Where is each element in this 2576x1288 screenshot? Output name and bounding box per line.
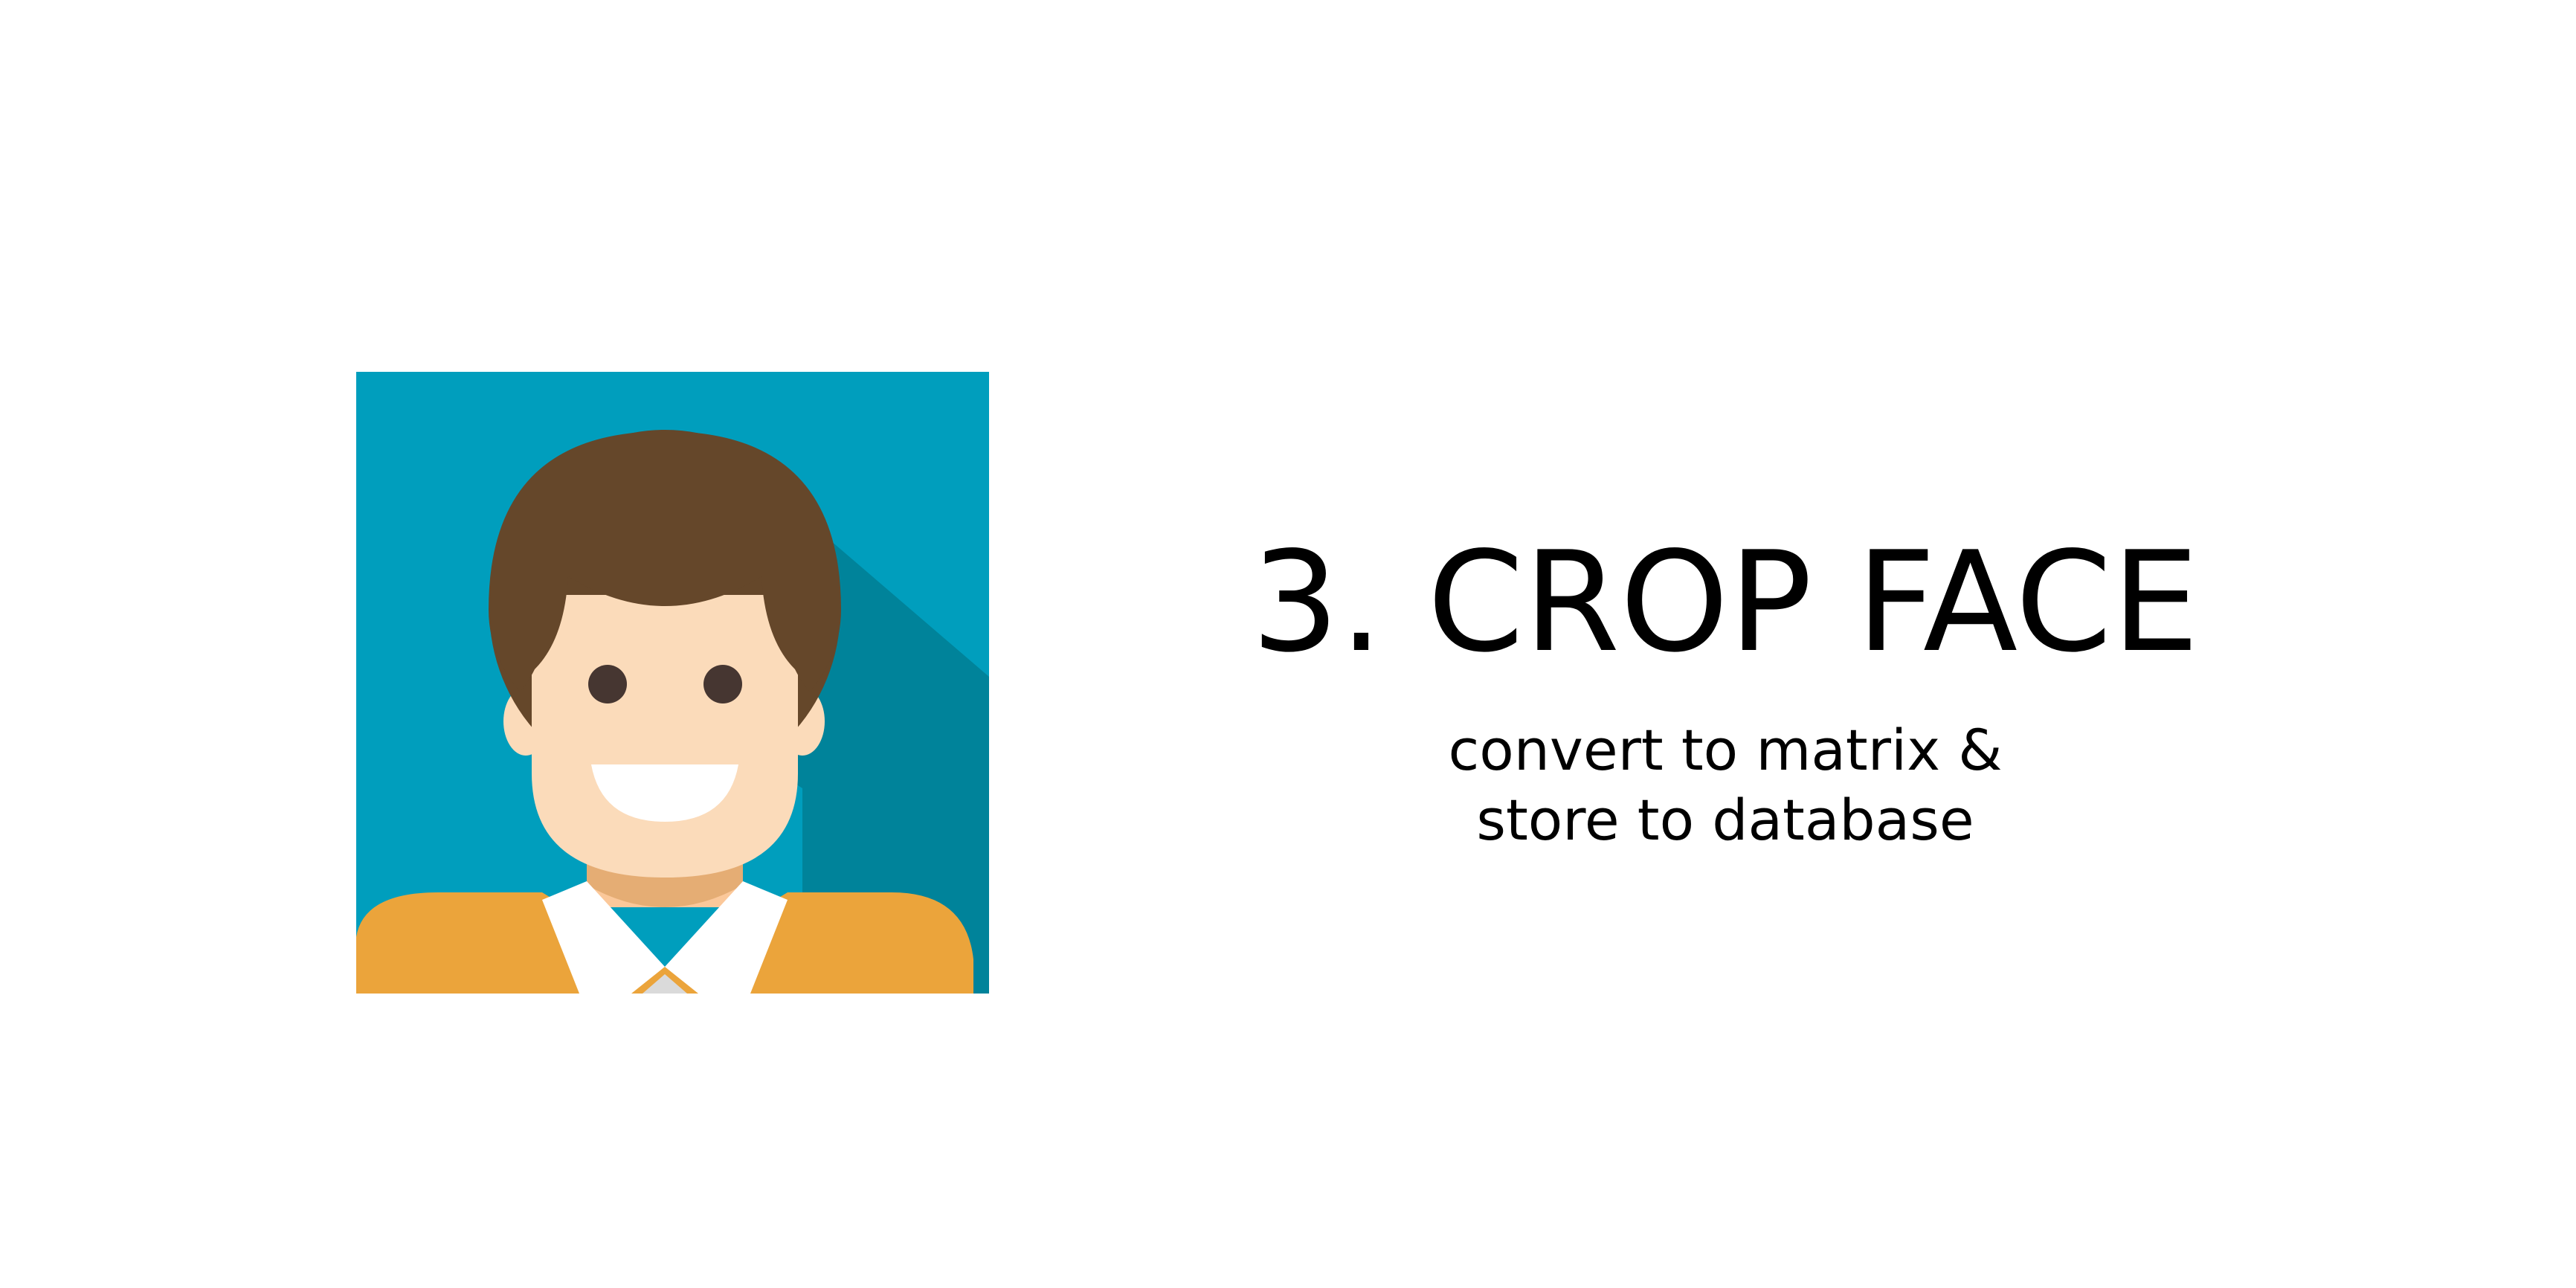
face (532, 595, 798, 878)
collar-left (542, 881, 665, 994)
slide-subtitle: convert to matrix & store to database (1220, 715, 2231, 855)
title-block: 3. CROP FACE convert to matrix & store t… (1220, 521, 2231, 855)
person-avatar-icon (356, 372, 989, 994)
subtitle-line-2: store to database (1476, 787, 1974, 853)
collar-tip (643, 974, 687, 994)
subtitle-line-1: convert to matrix & (1448, 717, 2003, 783)
left-eye (588, 665, 627, 703)
shirt (356, 892, 973, 994)
mouth (591, 764, 738, 822)
collar-right (665, 881, 788, 994)
slide-title: 3. CROP FACE (1251, 521, 2200, 683)
hair-fringe (489, 431, 841, 692)
right-eye (703, 665, 742, 703)
